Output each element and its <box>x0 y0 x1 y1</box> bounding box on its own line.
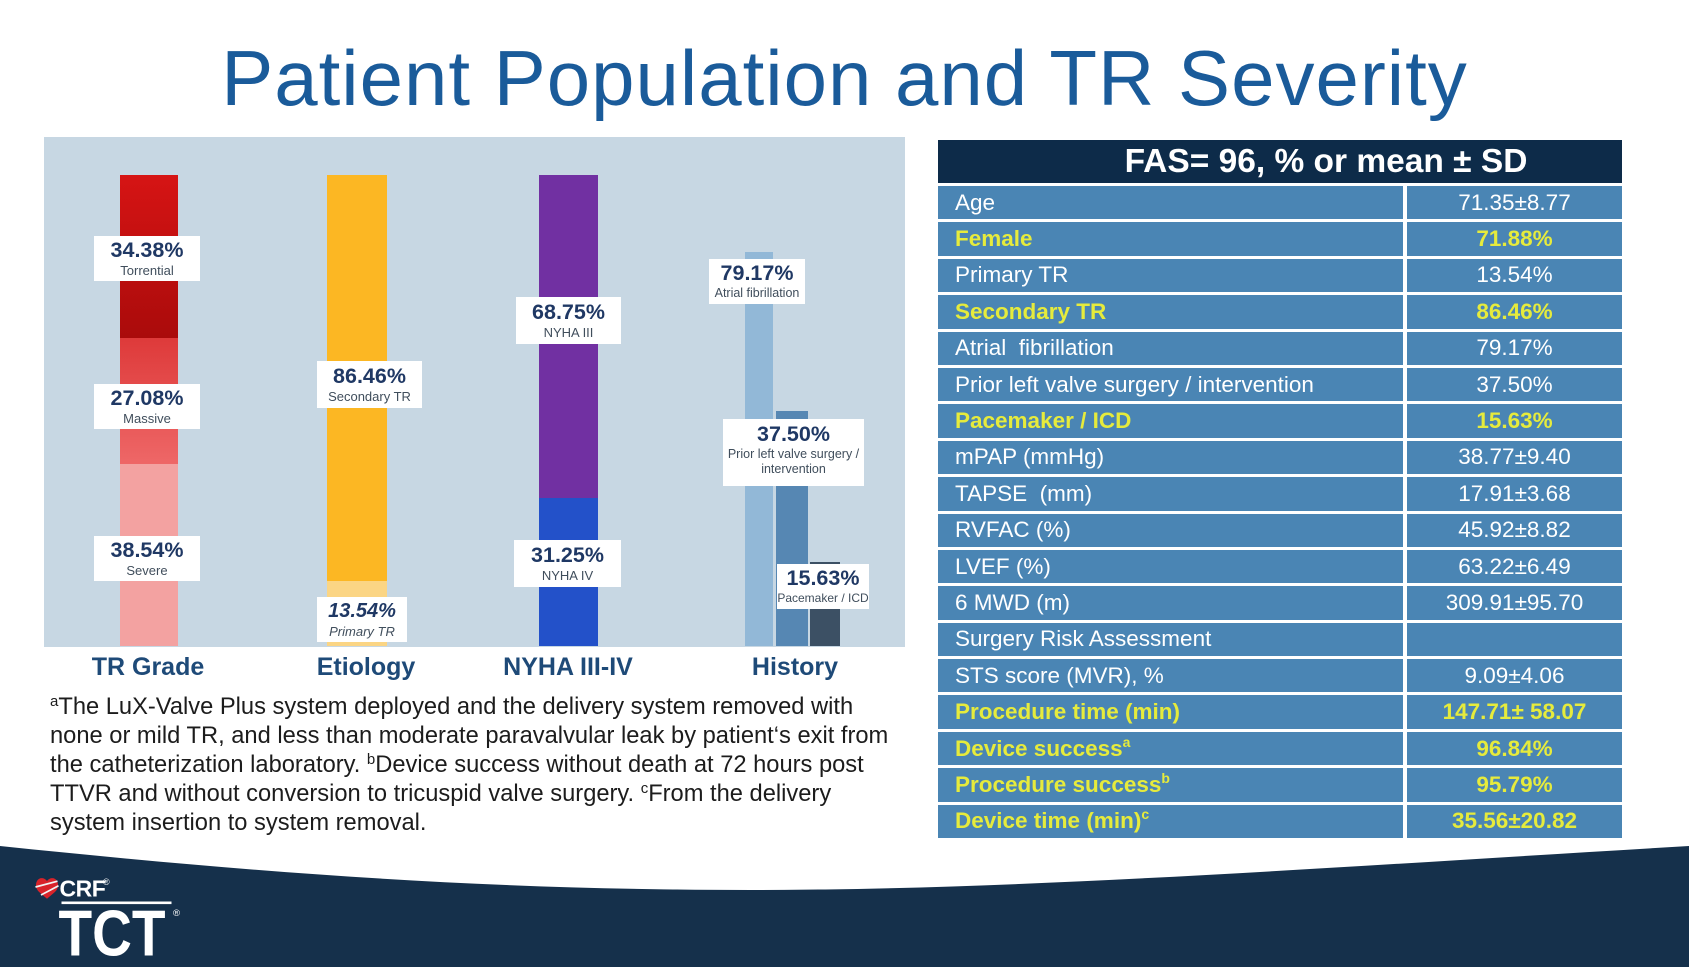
svg-text:®: ® <box>173 908 180 919</box>
svg-text:®: ® <box>103 877 110 887</box>
svg-text:TCT: TCT <box>59 896 166 967</box>
svg-text:CRF: CRF <box>60 876 106 902</box>
